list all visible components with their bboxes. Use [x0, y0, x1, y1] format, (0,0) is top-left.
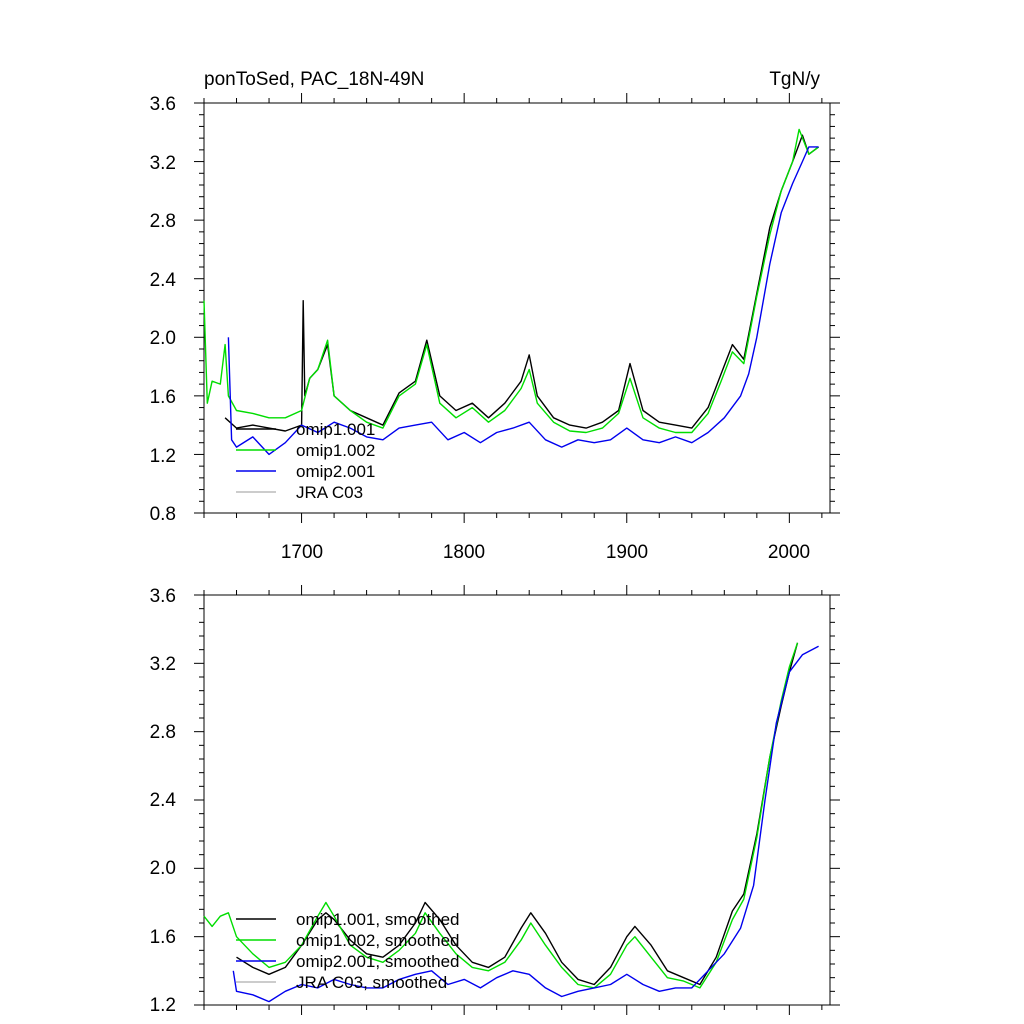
top-axis-ticks	[194, 93, 840, 523]
y-tick-label: 2.0	[150, 858, 176, 879]
series-line-omip2-001-smoothed	[232, 645, 819, 1003]
x-tick-label: 1700	[281, 542, 323, 563]
x-tick-label: 1800	[443, 542, 485, 563]
series-line-omip1-001-smoothed	[236, 642, 799, 986]
x-tick-label: 1900	[606, 542, 648, 563]
legend-label: JRA C03, smoothed	[296, 973, 447, 992]
top-panel: ponToSed, PAC_18N-49N TgN/y 3.6 3.2 2.8 …	[150, 69, 840, 563]
y-tick-label: 1.6	[150, 387, 176, 408]
bottom-panel: 3.6 3.2 2.8 2.4 2.0 1.6 1.2 omip1.001, s…	[150, 585, 840, 1016]
y-tick-label: 2.8	[150, 722, 176, 743]
bottom-axis-ticks	[194, 585, 840, 1015]
legend-label: JRA C03	[296, 483, 363, 502]
series-line-omip1-002-smoothed	[203, 642, 799, 989]
y-tick-label: 1.2	[150, 446, 176, 467]
y-tick-label: 2.0	[150, 328, 176, 349]
legend-label: omip2.001, smoothed	[296, 952, 460, 971]
top-legend: omip1.001 omip1.002 omip2.001 JRA C03	[236, 420, 375, 502]
bottom-y-tick-labels: 3.6 3.2 2.8 2.4 2.0 1.6 1.2	[150, 586, 177, 1016]
y-tick-label: 3.2	[150, 654, 176, 675]
legend-label: omip1.001	[296, 420, 375, 439]
y-tick-label: 3.2	[150, 153, 176, 174]
y-tick-label: 0.8	[150, 504, 176, 525]
series-line-omip2-001	[227, 146, 819, 456]
y-tick-label: 2.4	[150, 790, 177, 811]
series-line-omip1-002	[203, 128, 820, 434]
y-tick-label: 2.8	[150, 211, 176, 232]
y-tick-label: 1.6	[150, 927, 176, 948]
y-tick-label: 1.2	[150, 995, 176, 1016]
top-panel-units: TgN/y	[769, 69, 820, 90]
x-tick-label: 2000	[768, 542, 810, 563]
bottom-legend: omip1.001, smoothed omip1.002, smoothed …	[236, 910, 460, 992]
top-series-group	[203, 128, 820, 456]
y-tick-label: 3.6	[150, 94, 176, 115]
bottom-series-group	[203, 642, 819, 1003]
y-tick-label: 2.4	[150, 270, 177, 291]
y-tick-label: 3.6	[150, 586, 176, 607]
legend-label: omip1.001, smoothed	[296, 910, 460, 929]
legend-label: omip1.002, smoothed	[296, 931, 460, 950]
top-panel-title: ponToSed, PAC_18N-49N	[204, 69, 424, 90]
top-y-tick-labels: 3.6 3.2 2.8 2.4 2.0 1.6 1.2 0.8	[150, 94, 177, 525]
legend-label: omip1.002	[296, 441, 375, 460]
top-x-tick-labels: 1700 1800 1900 2000	[281, 542, 810, 563]
legend-label: omip2.001	[296, 462, 375, 481]
